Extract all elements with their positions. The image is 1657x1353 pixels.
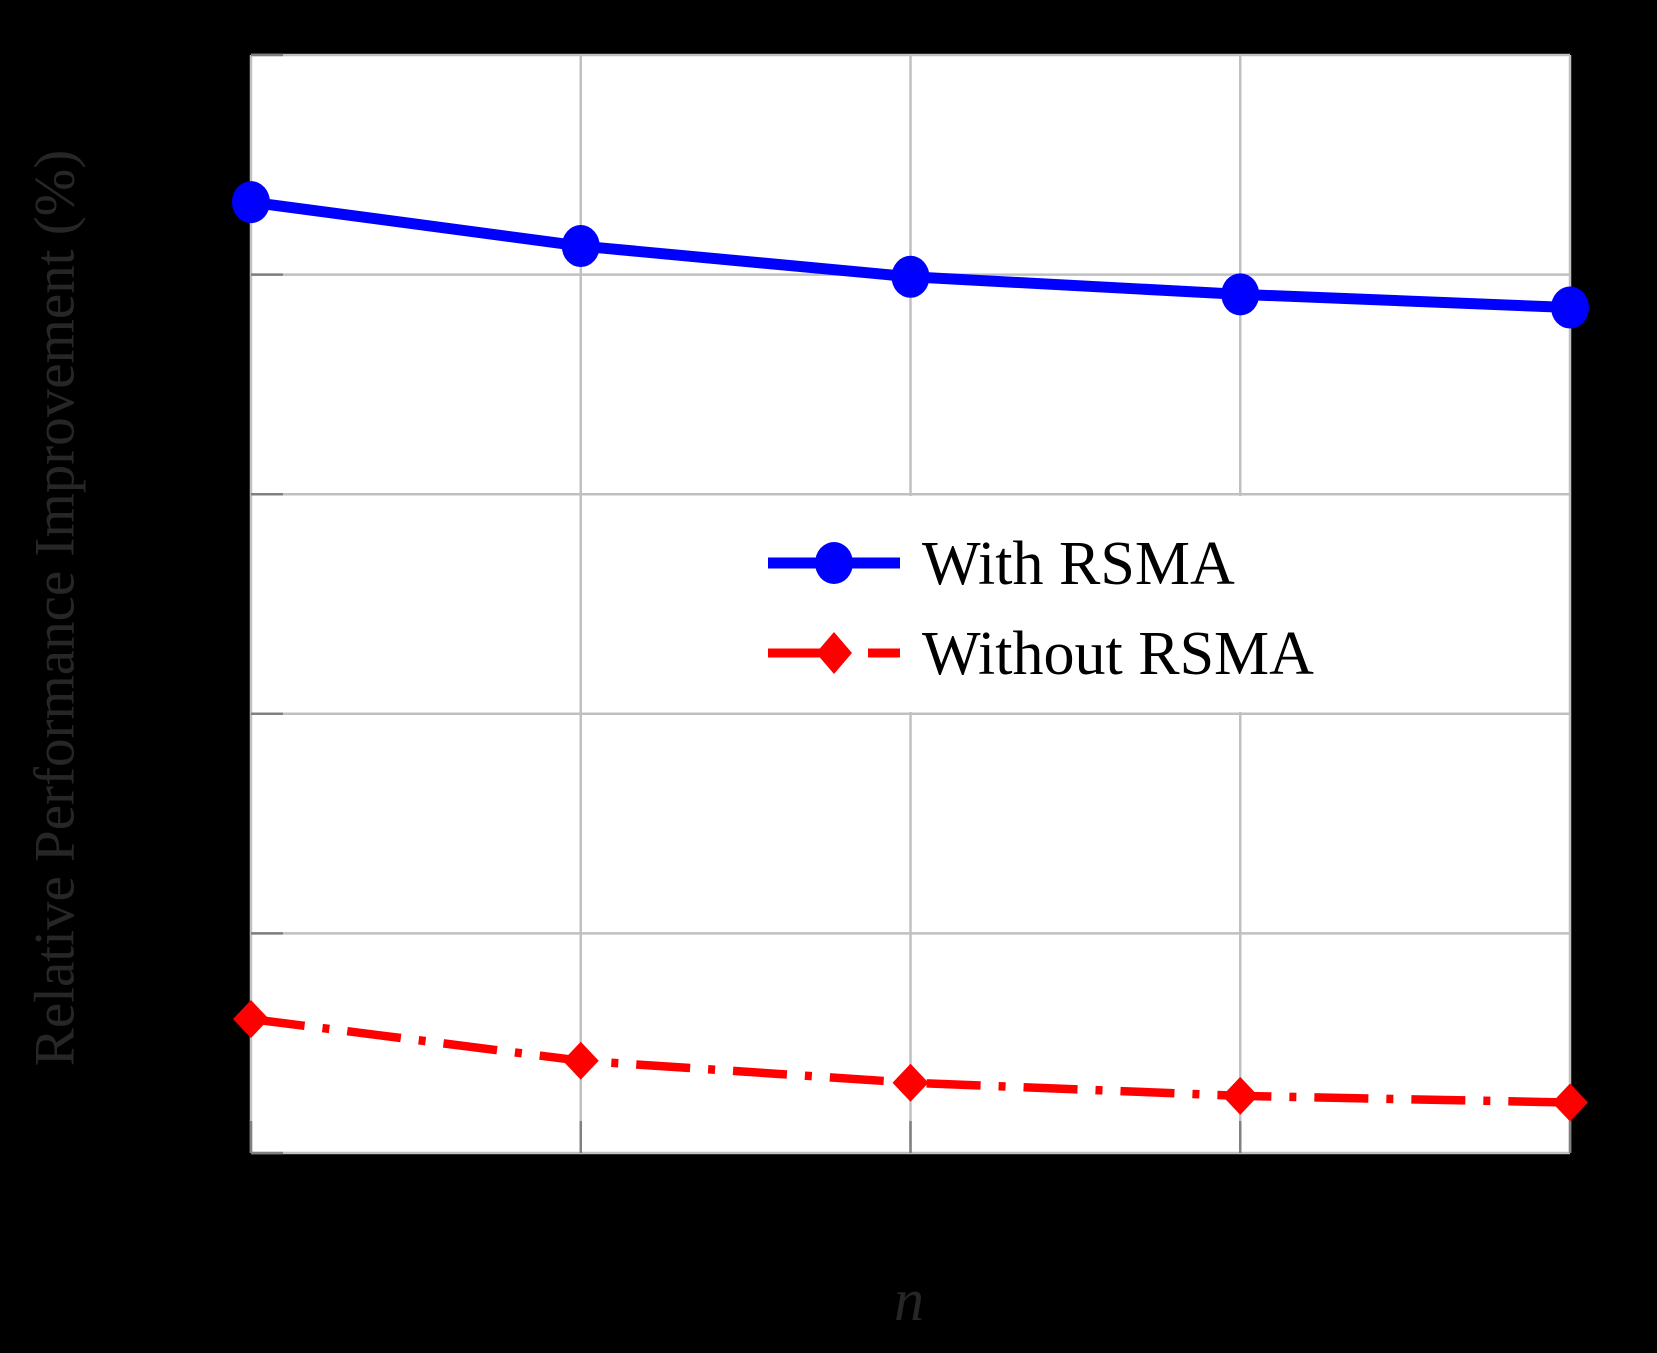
circle-marker-icon bbox=[232, 181, 270, 224]
axis-ticks bbox=[249, 53, 1572, 1155]
legend: With RSMA Without RSMA bbox=[738, 496, 1408, 712]
circle-marker-icon bbox=[815, 542, 853, 584]
legend-label-with-rsma: With RSMA bbox=[922, 530, 1235, 598]
legend-label-without-rsma: Without RSMA bbox=[922, 620, 1314, 688]
series-line bbox=[250, 1014, 1571, 1107]
circle-marker-icon bbox=[561, 225, 600, 268]
series-with-rsma bbox=[232, 181, 1589, 329]
legend-box bbox=[738, 496, 1408, 712]
x-axis-label: n bbox=[894, 1267, 924, 1333]
circle-marker-icon bbox=[1221, 273, 1260, 316]
diamond-marker-icon bbox=[233, 1000, 269, 1039]
data-series bbox=[232, 181, 1589, 1122]
circle-marker-icon bbox=[1551, 286, 1589, 329]
circle-marker-icon bbox=[891, 255, 930, 298]
diamond-marker-icon bbox=[1222, 1076, 1259, 1115]
diamond-marker-icon bbox=[562, 1041, 599, 1080]
series-without-rsma bbox=[233, 1000, 1588, 1122]
legend-item-with-rsma: With RSMA bbox=[768, 530, 1235, 598]
legend-item-without-rsma: Without RSMA bbox=[768, 620, 1314, 688]
diamond-marker-icon bbox=[1552, 1083, 1588, 1122]
diamond-marker-icon bbox=[892, 1063, 929, 1102]
diamond-marker-icon bbox=[816, 632, 852, 674]
y-axis-label: Relative Performance Improvement (%) bbox=[23, 149, 87, 1067]
